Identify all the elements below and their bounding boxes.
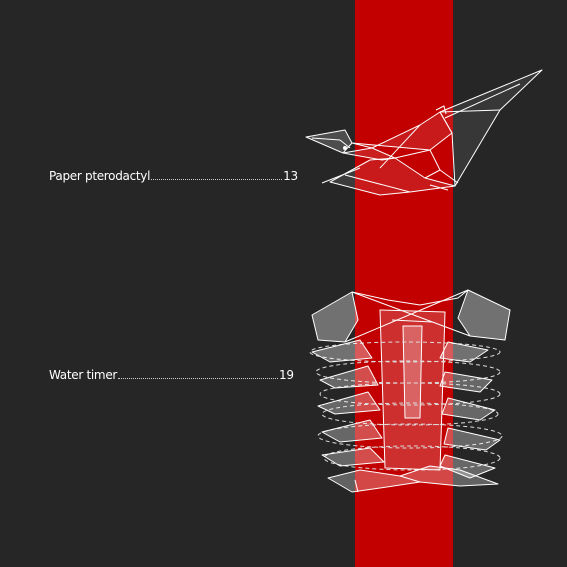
toc-entry-water-timer[interactable]: Water timer 19 xyxy=(49,368,294,382)
toc-entry-title: Paper pterodactyl xyxy=(49,169,151,183)
accent-red-band xyxy=(355,0,453,567)
toc-entry-title: Water timer xyxy=(49,368,118,382)
toc-entry-page-number: 19 xyxy=(279,368,294,382)
dot-leader xyxy=(151,170,283,180)
water-timer-illustration xyxy=(309,289,511,493)
dot-leader xyxy=(118,369,279,379)
pterodactyl-illustration xyxy=(305,69,543,196)
toc-entry-page-number: 13 xyxy=(283,169,298,183)
toc-entry-paper-pterodactyl[interactable]: Paper pterodactyl 13 xyxy=(49,169,298,183)
